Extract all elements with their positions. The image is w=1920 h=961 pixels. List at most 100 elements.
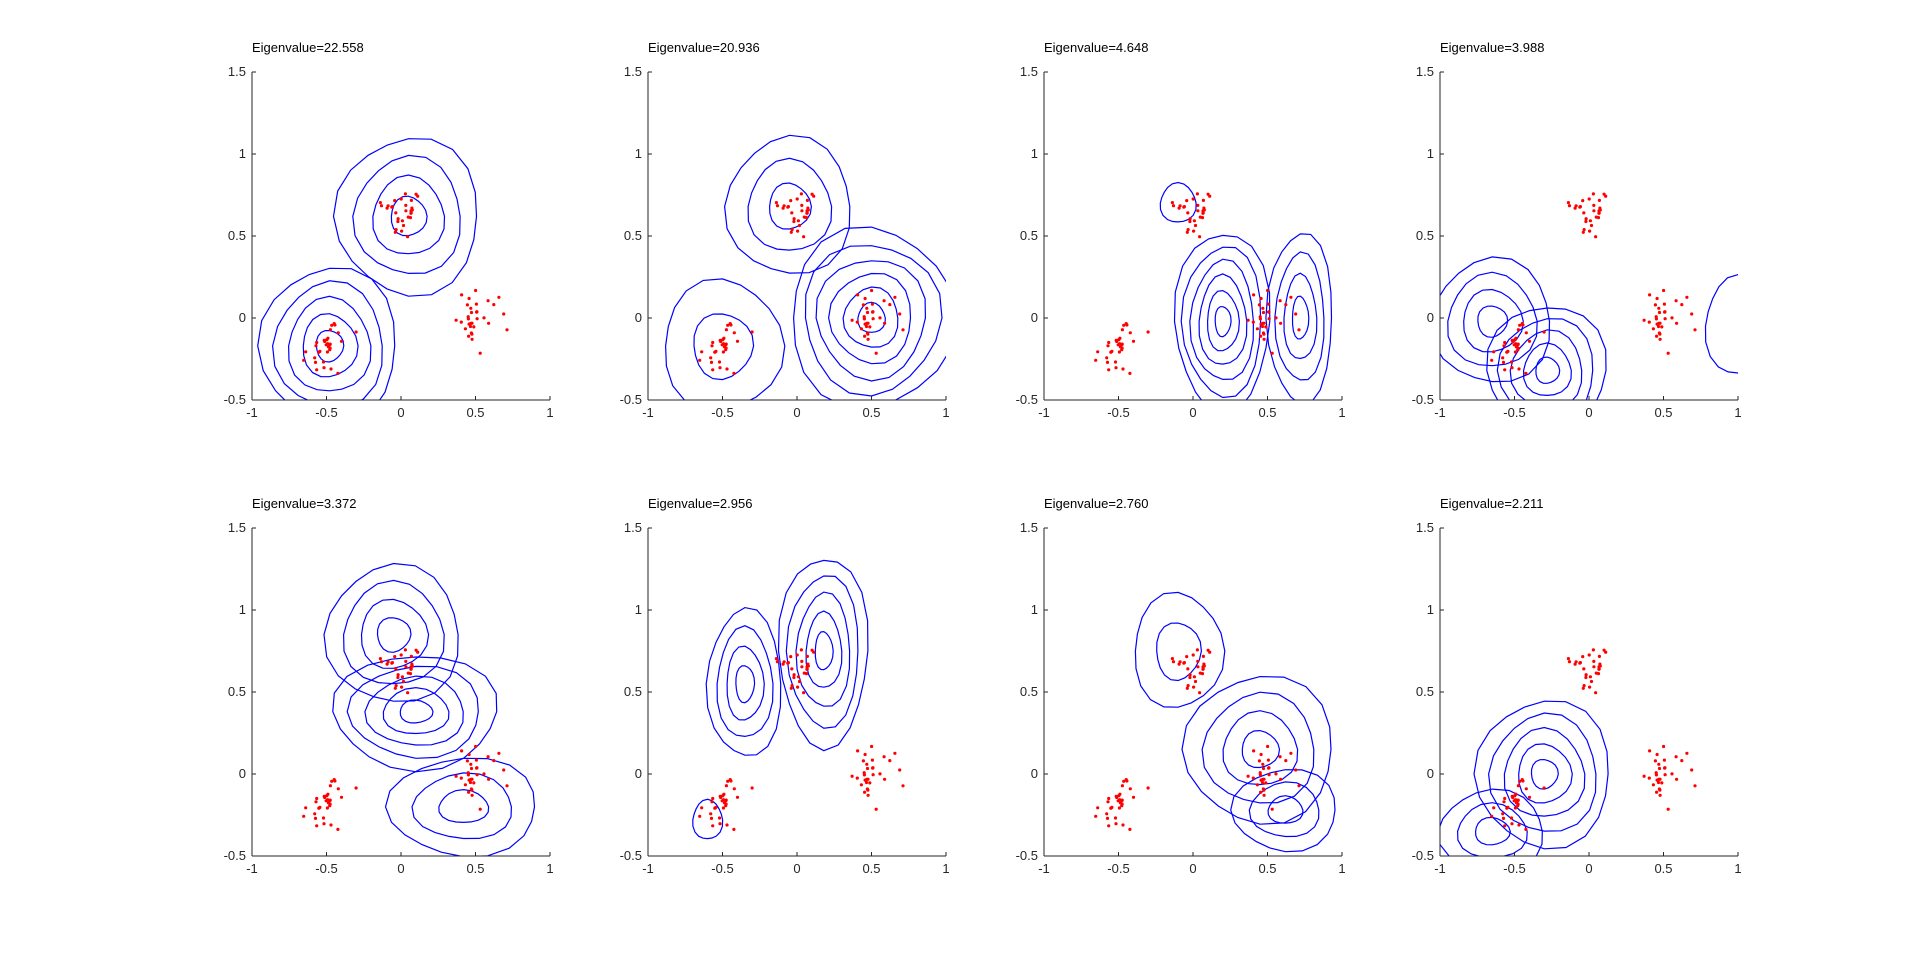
data-point [400,229,404,233]
contour-level [1189,258,1255,381]
data-point [328,784,332,788]
data-point [478,807,482,811]
data-point [722,801,727,805]
data-point [1274,772,1278,776]
y-tick-label: 1.5 [1020,520,1038,535]
data-point [1657,306,1661,310]
x-tick-label: -0.5 [1107,861,1129,876]
data-point [855,776,859,780]
data-point [1260,780,1265,785]
data-point [378,657,382,661]
data-point [1657,777,1661,782]
data-point [336,371,340,375]
data-point [1670,316,1674,320]
data-point [865,777,869,782]
data-point [863,334,867,338]
data-point [1196,665,1200,669]
data-point [313,360,318,364]
data-point [1505,350,1509,354]
data-point [1131,339,1136,343]
data-point [1201,211,1205,215]
data-point [497,751,501,755]
data-point [469,321,473,325]
data-point [329,823,333,827]
data-point [1182,661,1186,665]
y-tick-label: 0 [1031,310,1038,325]
data-point [1524,371,1528,375]
data-point [1597,667,1601,671]
y-tick-label: 0.5 [1020,228,1038,243]
y-tick-label: 1 [635,146,642,161]
contour-level [346,665,479,759]
data-point [1581,655,1585,659]
data-point [324,343,328,347]
contour-lines [257,138,478,400]
data-point [1186,211,1190,215]
data-point [328,348,332,352]
data-point [1188,217,1192,221]
x-tick-label: 0 [1189,861,1196,876]
data-point [1655,790,1659,794]
panel-title: Eigenvalue=20.936 [648,40,760,55]
data-point [1131,795,1136,799]
data-point [379,204,384,208]
data-point [1666,807,1670,811]
data-point [1259,296,1263,301]
data-point [1588,675,1592,679]
data-point [460,293,464,297]
data-point [1267,773,1271,777]
panel-2: Eigenvalue=20.936-1 -0.5 0 0.5 1-0.500.511.5 [620,40,950,420]
data-point [1516,798,1520,802]
contour-level [257,267,396,400]
data-point [1511,339,1515,344]
contour-level [692,798,724,840]
data-point [1262,788,1266,792]
data-point [732,787,736,791]
data-point [330,323,334,327]
data-point [1584,217,1588,221]
data-point [1516,328,1520,332]
data-point [1117,806,1121,810]
contour-level [1456,802,1528,856]
data-point [406,691,410,695]
data-point [1685,751,1689,755]
contour-level [1283,272,1318,360]
contour-level [795,591,851,707]
data-point [1128,787,1132,791]
data-point [1192,229,1196,233]
data-point [1116,799,1120,803]
contour-level [1440,788,1543,856]
data-point [700,350,704,354]
data-point [878,772,882,776]
data-point [775,204,780,208]
data-point [805,667,809,671]
data-point [1502,344,1506,348]
data-point [721,806,726,810]
data-point [1655,296,1659,301]
data-point [1654,773,1658,777]
data-point [1284,759,1288,763]
x-tick-label: 0.5 [862,405,880,420]
data-point [1146,330,1150,334]
data-point [802,691,806,695]
data-point [467,790,471,794]
contour-level [1180,246,1262,399]
y-tick-label: 0 [635,310,642,325]
data-point [400,685,404,689]
contour-level [372,174,446,255]
data-point [792,675,796,680]
panel-8: Eigenvalue=2.211-1 -0.5 0 0.5 1-0.500.511.5 [1412,496,1742,876]
contour-lines [323,562,536,856]
data-point [393,655,397,659]
x-tick-label: -0.5 [711,861,733,876]
data-point [472,781,476,785]
x-tick-label: 0.5 [1258,861,1276,876]
contour-level [814,630,834,671]
sample-points [1490,648,1697,832]
y-tick-label: 1.5 [228,64,246,79]
data-point [1657,766,1662,771]
data-point [1582,228,1586,232]
data-point [724,328,729,332]
contour-lines [692,559,869,840]
